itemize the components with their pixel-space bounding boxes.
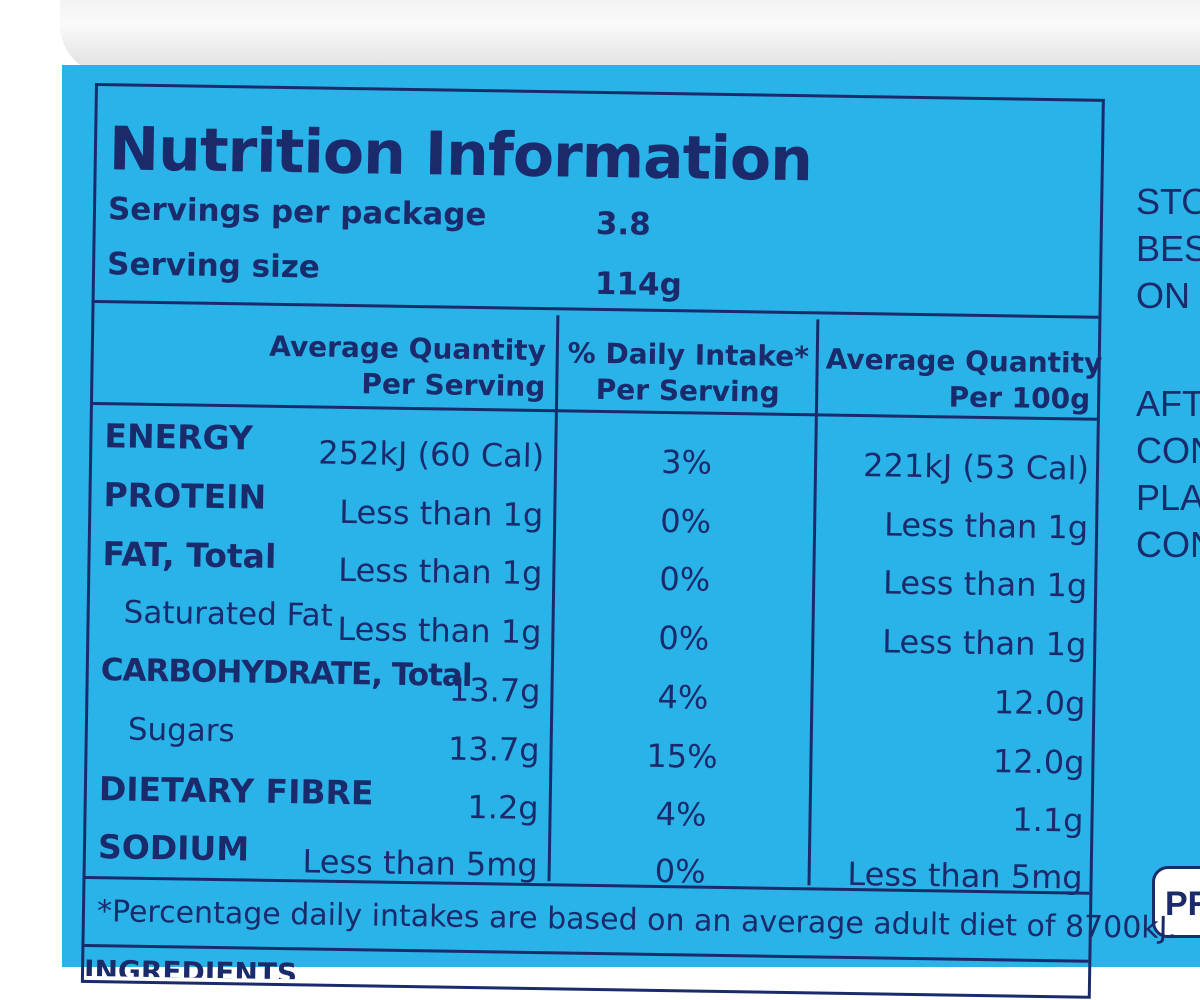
nutrition-panel: Nutrition Information Servings per packa… — [80, 83, 1177, 999]
can-lid — [60, 0, 1200, 75]
serving-size-value: 114g — [594, 265, 683, 304]
side-text-line: CON — [1136, 524, 1200, 565]
cell-energy-per-100g: 221kJ (53 Cal) — [862, 446, 1090, 488]
cell-protein-daily-intake: 0% — [660, 501, 712, 541]
cell-carbohydrate-per-serving: 13.7g — [448, 670, 541, 711]
column-divider-1 — [547, 315, 560, 882]
header-per-serving-line2: Per Serving — [361, 367, 546, 404]
cell-dietary-fibre-per-100g: 1.1g — [1012, 800, 1084, 840]
side-text-line: BES — [1136, 228, 1200, 269]
serving-size-label: Serving size — [106, 246, 321, 286]
cell-sugars-daily-intake: 15% — [646, 736, 718, 776]
panel-title: Nutrition Information — [108, 114, 813, 196]
cell-carbohydrate-daily-intake: 4% — [657, 677, 709, 717]
header-per-100g-line2: Per 100g — [948, 380, 1091, 416]
side-text-block-top: STO BES ON — [1136, 178, 1200, 319]
side-text-block-bottom: AFT CON PLA CON — [1136, 380, 1200, 568]
side-badge-text: PR — [1165, 885, 1200, 923]
cell-energy-daily-intake: 3% — [660, 442, 713, 482]
can-label-background — [62, 65, 1200, 967]
cell-saturated-fat-per-100g: Less than 1g — [881, 622, 1087, 664]
cell-dietary-fibre-daily-intake: 4% — [655, 794, 707, 834]
cell-fat-total-daily-intake: 0% — [659, 559, 711, 599]
cell-sugars-per-100g: 12.0g — [992, 742, 1085, 782]
header-daily-intake-line2: Per Serving — [595, 372, 780, 409]
cell-protein-per-100g: Less than 1g — [883, 505, 1089, 547]
divider-top — [94, 300, 1099, 319]
side-text-line: AFT — [1136, 383, 1200, 424]
servings-per-package-label: Servings per package — [107, 191, 487, 234]
row-label-sodium: SODIUM — [97, 827, 250, 869]
header-per-serving: Average Quantity Per Serving — [243, 328, 546, 405]
header-per-serving-line1: Average Quantity — [269, 329, 547, 368]
row-label-energy: ENERGY — [104, 416, 254, 458]
cell-protein-per-serving: Less than 1g — [338, 492, 544, 535]
header-per-100g: Average Quantity Per 100g — [825, 342, 1103, 418]
header-daily-intake-line1: % Daily Intake* — [567, 336, 810, 374]
side-badge: PR — [1152, 866, 1200, 938]
servings-per-package-value: 3.8 — [595, 205, 652, 243]
cell-sugars-per-serving: 13.7g — [447, 729, 540, 770]
side-text-line: STO — [1136, 181, 1200, 222]
header-daily-intake: % Daily Intake* Per Serving — [565, 335, 811, 411]
cell-sodium-per-serving: Less than 5mg — [302, 842, 539, 885]
cell-carbohydrate-per-100g: 12.0g — [993, 683, 1086, 723]
cell-fat-total-per-100g: Less than 1g — [882, 563, 1088, 605]
cell-saturated-fat-daily-intake: 0% — [658, 618, 710, 658]
cell-dietary-fibre-per-serving: 1.2g — [467, 787, 539, 828]
footnote: *Percentage daily intakes are based on a… — [96, 894, 1178, 947]
cell-energy-per-serving: 252kJ (60 Cal) — [318, 433, 545, 476]
row-label-sugars: Sugars — [127, 711, 236, 750]
side-text-line: ON — [1136, 275, 1190, 316]
cell-fat-total-per-serving: Less than 1g — [338, 550, 543, 593]
side-text-line: CON — [1136, 430, 1200, 471]
header-per-100g-line1: Average Quantity — [825, 342, 1103, 380]
cell-saturated-fat-per-serving: Less than 1g — [337, 609, 542, 652]
side-text-line: PLA — [1136, 477, 1200, 518]
